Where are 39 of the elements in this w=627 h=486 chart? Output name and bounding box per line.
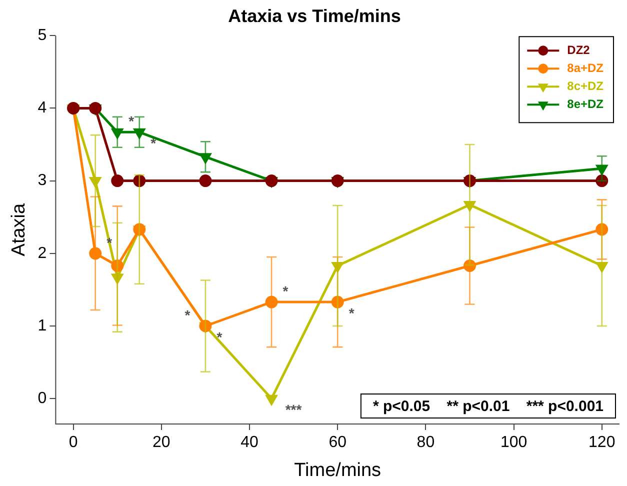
point	[89, 102, 102, 114]
y-axis-title: Ataxia	[8, 202, 30, 256]
point	[265, 174, 278, 188]
y-tick-label: 5	[38, 27, 47, 44]
chart-title: Ataxia vs Time/mins	[228, 6, 401, 26]
legend-label: DZ2	[567, 42, 590, 57]
annotation: *	[128, 113, 135, 130]
annotation: *	[216, 328, 223, 345]
point	[332, 262, 344, 272]
legend-label: 8e+DZ	[567, 96, 604, 111]
x-tick-label: 60	[328, 434, 347, 452]
point	[111, 174, 124, 188]
x-tick-label: 100	[500, 434, 528, 452]
annotation: * p<0.05 ** p<0.01 *** p<0.001	[372, 398, 604, 416]
y-tick-label: 3	[38, 172, 47, 190]
point	[266, 394, 278, 405]
x-tick-label: 0	[68, 434, 78, 452]
annotation: *	[150, 135, 157, 152]
y-tick-label: 1	[38, 317, 47, 334]
point	[265, 296, 278, 308]
point	[331, 174, 344, 188]
point	[199, 174, 212, 188]
x-tick-label: 80	[416, 434, 435, 452]
y-tick-label: 0	[38, 390, 47, 407]
legend-label: 8c+DZ	[567, 78, 604, 93]
annotation: ***	[285, 401, 302, 418]
legend-label: 8a+DZ	[567, 60, 604, 75]
annotation: *	[282, 282, 289, 299]
x-axis-title: Time/mins	[294, 460, 382, 481]
y-tick-label: 4	[38, 100, 47, 117]
point	[200, 153, 212, 164]
point	[112, 274, 123, 284]
x-tick-label: 40	[240, 434, 259, 452]
y-tick-label: 2	[38, 244, 47, 262]
x-tick-label: 20	[152, 434, 170, 452]
annotation: *	[184, 306, 191, 323]
point	[596, 164, 608, 175]
x-tick-label: 120	[588, 434, 616, 452]
annotation: *	[348, 304, 355, 321]
